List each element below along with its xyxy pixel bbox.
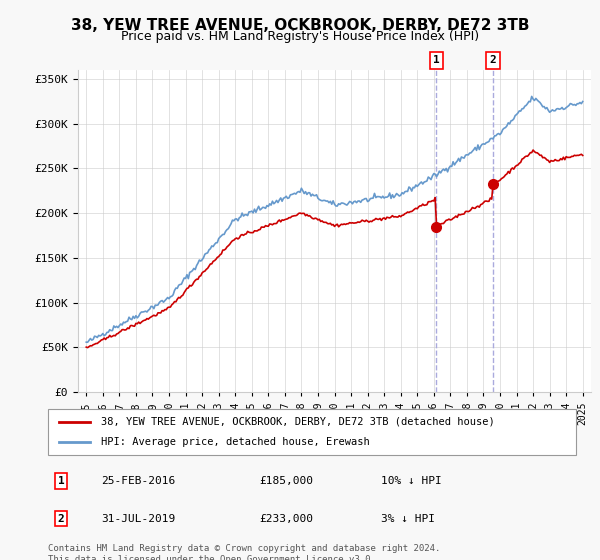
Text: 38, YEW TREE AVENUE, OCKBROOK, DERBY, DE72 3TB (detached house): 38, YEW TREE AVENUE, OCKBROOK, DERBY, DE…	[101, 417, 494, 427]
Text: 2: 2	[58, 514, 65, 524]
Text: 2: 2	[490, 55, 496, 65]
Text: 31-JUL-2019: 31-JUL-2019	[101, 514, 175, 524]
Text: 1: 1	[433, 55, 440, 65]
Text: HPI: Average price, detached house, Erewash: HPI: Average price, detached house, Erew…	[101, 437, 370, 447]
Text: £185,000: £185,000	[259, 476, 313, 486]
FancyBboxPatch shape	[48, 409, 576, 455]
Text: 1: 1	[58, 476, 65, 486]
Text: Price paid vs. HM Land Registry's House Price Index (HPI): Price paid vs. HM Land Registry's House …	[121, 30, 479, 43]
Text: Contains HM Land Registry data © Crown copyright and database right 2024.
This d: Contains HM Land Registry data © Crown c…	[48, 544, 440, 560]
Text: 38, YEW TREE AVENUE, OCKBROOK, DERBY, DE72 3TB: 38, YEW TREE AVENUE, OCKBROOK, DERBY, DE…	[71, 18, 529, 33]
Text: £233,000: £233,000	[259, 514, 313, 524]
Text: 25-FEB-2016: 25-FEB-2016	[101, 476, 175, 486]
Text: 10% ↓ HPI: 10% ↓ HPI	[380, 476, 442, 486]
Text: 3% ↓ HPI: 3% ↓ HPI	[380, 514, 434, 524]
